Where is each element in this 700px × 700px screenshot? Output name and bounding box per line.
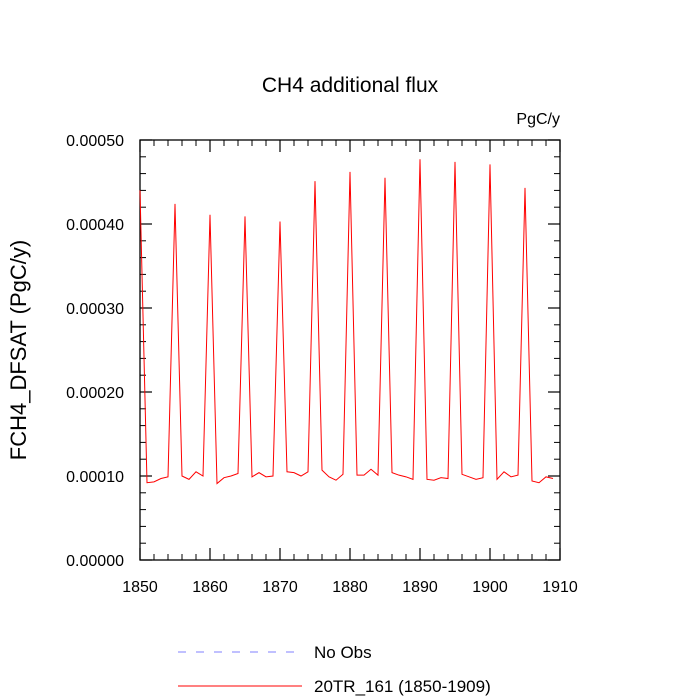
chart-title: CH4 additional flux [262, 74, 439, 97]
y-tick-label: 0.00010 [66, 469, 124, 486]
x-tick-label: 1880 [332, 579, 368, 596]
legend: No Obs 20TR_161 (1850-1909) [178, 643, 491, 696]
y-tick-label: 0.00040 [66, 217, 124, 234]
y-tick-label: 0.00050 [66, 133, 124, 150]
y-tick-label: 0.00020 [66, 385, 124, 402]
x-tick-label: 1850 [122, 579, 158, 596]
y-tick-label: 0.00000 [66, 553, 124, 570]
legend-label: 20TR_161 (1850-1909) [314, 677, 491, 696]
tick-labels: 1850 1860 1870 1880 1890 1900 1910 0.00000 0.000… [66, 133, 578, 596]
axis-ticks [139, 139, 561, 561]
x-tick-label: 1910 [542, 579, 578, 596]
y-axis-label: FCH4_DFSAT (PgC/y) [6, 240, 31, 460]
series-group [139, 159, 554, 485]
x-tick-label: 1870 [262, 579, 298, 596]
x-tick-label: 1860 [192, 579, 228, 596]
x-tick-label: 1900 [472, 579, 508, 596]
x-tick-label: 1890 [402, 579, 438, 596]
legend-label: No Obs [314, 643, 372, 662]
series-line [139, 159, 554, 485]
y-tick-label: 0.00030 [66, 301, 124, 318]
plot-frame [139, 139, 561, 561]
units-label: PgC/y [516, 111, 560, 128]
